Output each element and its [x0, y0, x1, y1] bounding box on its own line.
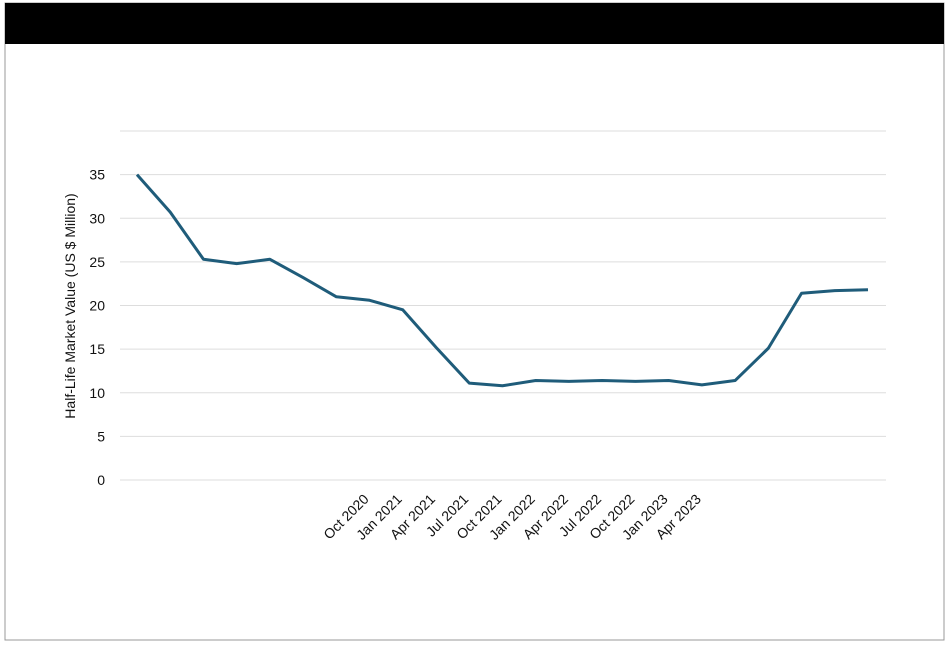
y-tick-label: 35 — [89, 167, 105, 183]
data-line — [135, 173, 869, 388]
y-tick-label: 20 — [89, 298, 105, 314]
y-tick-label: 30 — [89, 210, 105, 226]
y-tick-label: 25 — [89, 254, 105, 270]
y-axis-label: Half-Life Market Value (US $ Million) — [62, 193, 78, 418]
y-tick-label: 5 — [97, 428, 105, 444]
frame — [4, 2, 945, 641]
y-tick-label: 15 — [89, 341, 105, 357]
y-tick-label: 0 — [97, 472, 105, 488]
header-bar — [5, 3, 944, 44]
y-tick-label: 10 — [89, 385, 105, 401]
